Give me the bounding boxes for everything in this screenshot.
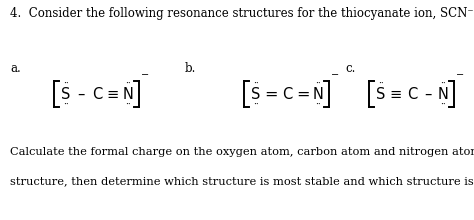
Text: ··: ·· <box>253 79 259 88</box>
Text: –: – <box>424 86 432 101</box>
Text: −: − <box>141 71 149 80</box>
Text: N: N <box>438 86 448 101</box>
Text: c.: c. <box>345 62 356 75</box>
Text: ··: ·· <box>253 99 259 108</box>
Text: b.: b. <box>185 62 196 75</box>
Text: −: − <box>456 71 464 80</box>
Text: ··: ·· <box>125 99 131 108</box>
Text: =: = <box>264 86 278 101</box>
Text: S: S <box>251 86 261 101</box>
Text: ··: ·· <box>440 79 446 88</box>
Text: ··: ·· <box>378 79 384 88</box>
Text: ··: ·· <box>63 79 69 88</box>
Text: a.: a. <box>10 62 21 75</box>
Text: =: = <box>296 86 310 101</box>
Text: ··: ·· <box>125 79 131 88</box>
Text: C: C <box>92 86 102 101</box>
Text: ≡: ≡ <box>107 86 119 101</box>
Text: 4.  Consider the following resonance structures for the thiocyanate ion, SCN⁻: 4. Consider the following resonance stru… <box>10 7 474 20</box>
Text: S: S <box>376 86 386 101</box>
Text: structure, then determine which structure is most stable and which structure is : structure, then determine which structur… <box>10 176 474 187</box>
Text: ≡: ≡ <box>390 86 402 101</box>
Text: −: − <box>331 71 339 80</box>
Text: N: N <box>312 86 323 101</box>
Text: ··: ·· <box>440 99 446 108</box>
Text: C: C <box>407 86 417 101</box>
Text: ··: ·· <box>315 79 321 88</box>
Text: Calculate the formal charge on the oxygen atom, carbon atom and nitrogen atom in: Calculate the formal charge on the oxyge… <box>10 147 474 157</box>
Text: C: C <box>282 86 292 101</box>
Text: S: S <box>61 86 71 101</box>
Text: N: N <box>123 86 134 101</box>
Text: –: – <box>77 86 85 101</box>
Text: ··: ·· <box>315 99 321 108</box>
Text: ··: ·· <box>63 99 69 108</box>
